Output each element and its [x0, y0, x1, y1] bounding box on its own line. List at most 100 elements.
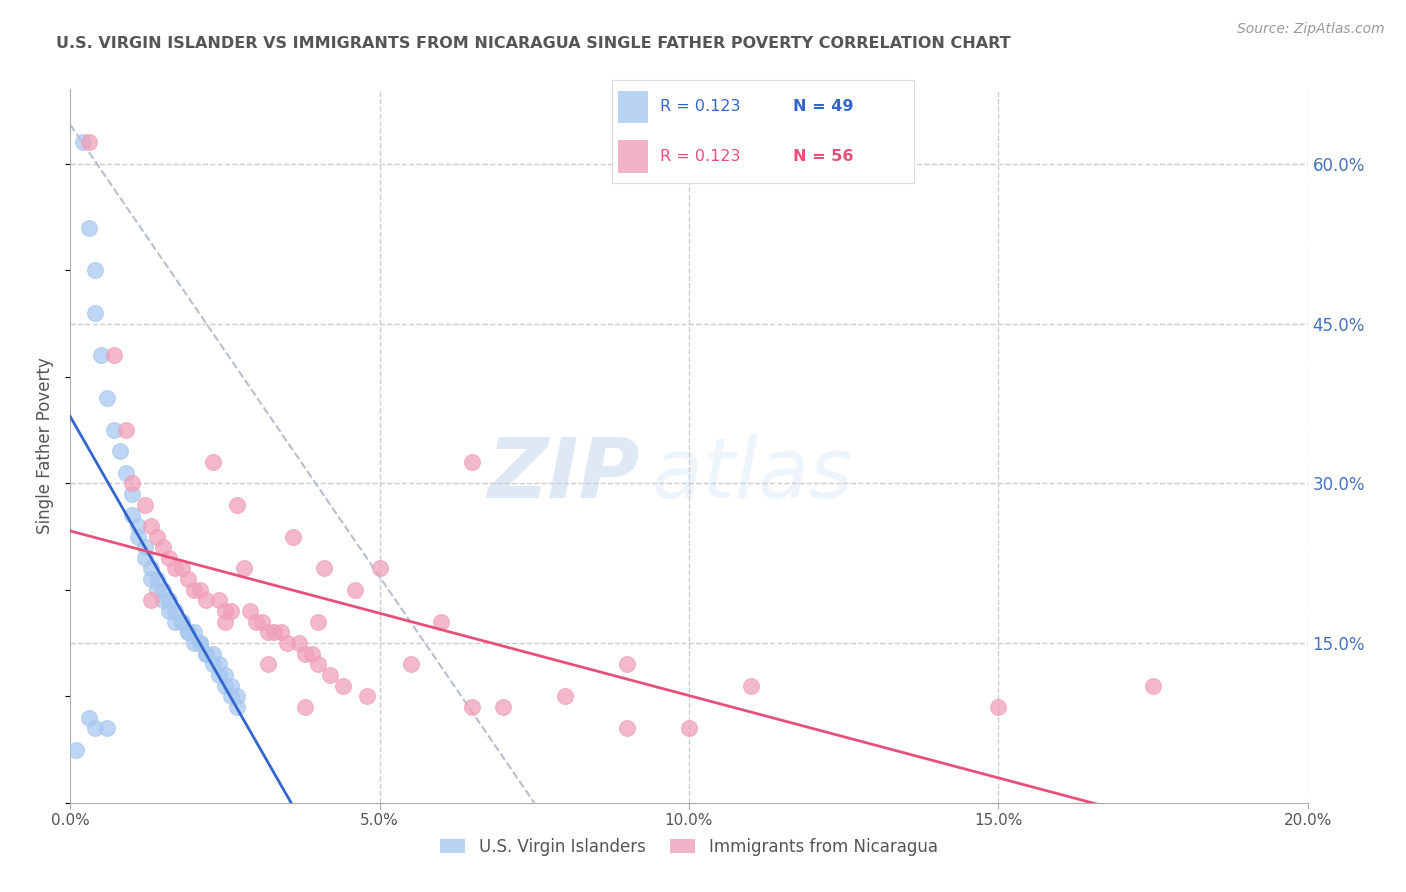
Point: [461, 700, 484, 714]
Point: [90, 349, 112, 363]
Text: ZIP: ZIP: [486, 434, 640, 515]
Point: [616, 657, 638, 672]
Text: R = 0.123: R = 0.123: [659, 149, 741, 164]
Text: R = 0.123: R = 0.123: [659, 99, 741, 114]
Point: [134, 550, 156, 565]
Point: [121, 487, 143, 501]
Point: [139, 593, 162, 607]
Text: atlas: atlas: [652, 434, 853, 515]
Point: [343, 582, 366, 597]
Point: [219, 690, 242, 704]
Point: [257, 625, 280, 640]
Point: [152, 540, 174, 554]
Point: [1142, 679, 1164, 693]
FancyBboxPatch shape: [617, 91, 648, 123]
Point: [183, 582, 205, 597]
Point: [170, 561, 193, 575]
Point: [987, 700, 1010, 714]
Point: [77, 220, 100, 235]
Point: [177, 625, 200, 640]
Point: [84, 721, 107, 735]
Point: [121, 508, 143, 523]
Point: [139, 572, 162, 586]
Point: [146, 572, 169, 586]
Point: [250, 615, 273, 629]
Point: [177, 572, 200, 586]
Point: [139, 519, 162, 533]
Point: [208, 657, 231, 672]
Point: [226, 690, 249, 704]
Point: [165, 604, 187, 618]
Point: [77, 710, 100, 724]
Text: U.S. VIRGIN ISLANDER VS IMMIGRANTS FROM NICARAGUA SINGLE FATHER POVERTY CORRELAT: U.S. VIRGIN ISLANDER VS IMMIGRANTS FROM …: [56, 36, 1011, 51]
Point: [214, 668, 236, 682]
Point: [301, 647, 323, 661]
Point: [554, 690, 576, 704]
Point: [195, 647, 218, 661]
Point: [127, 529, 149, 543]
Point: [183, 636, 205, 650]
Point: [616, 721, 638, 735]
Text: N = 56: N = 56: [793, 149, 853, 164]
Point: [288, 636, 311, 650]
Point: [165, 615, 187, 629]
Point: [281, 529, 304, 543]
Point: [276, 636, 298, 650]
Point: [152, 582, 174, 597]
Point: [263, 625, 285, 640]
Point: [201, 647, 224, 661]
Point: [183, 625, 205, 640]
Text: N = 49: N = 49: [793, 99, 853, 114]
Point: [270, 625, 292, 640]
Point: [208, 593, 231, 607]
Point: [461, 455, 484, 469]
Point: [332, 679, 354, 693]
Point: [307, 657, 329, 672]
Point: [208, 668, 231, 682]
Point: [232, 561, 254, 575]
Point: [214, 604, 236, 618]
Point: [195, 647, 218, 661]
FancyBboxPatch shape: [617, 140, 648, 173]
Point: [219, 604, 242, 618]
Point: [121, 476, 143, 491]
Point: [157, 593, 180, 607]
Point: [239, 604, 262, 618]
Point: [108, 444, 131, 458]
Point: [188, 636, 211, 650]
Point: [201, 455, 224, 469]
Point: [188, 636, 211, 650]
Point: [356, 690, 378, 704]
Point: [72, 136, 94, 150]
Point: [165, 561, 187, 575]
Legend: U.S. Virgin Islanders, Immigrants from Nicaragua: U.S. Virgin Islanders, Immigrants from N…: [433, 831, 945, 863]
Point: [152, 593, 174, 607]
Point: [96, 721, 118, 735]
Point: [214, 679, 236, 693]
Point: [319, 668, 342, 682]
Point: [226, 700, 249, 714]
Point: [368, 561, 391, 575]
Point: [294, 647, 316, 661]
Point: [103, 349, 125, 363]
Point: [219, 679, 242, 693]
Point: [201, 657, 224, 672]
Point: [492, 700, 515, 714]
Point: [740, 679, 762, 693]
Point: [157, 604, 180, 618]
Point: [195, 593, 218, 607]
Point: [312, 561, 335, 575]
Point: [65, 742, 87, 756]
Point: [430, 615, 453, 629]
Point: [177, 625, 200, 640]
Point: [103, 423, 125, 437]
Point: [84, 263, 107, 277]
Point: [226, 498, 249, 512]
Point: [127, 519, 149, 533]
Y-axis label: Single Father Poverty: Single Father Poverty: [37, 358, 55, 534]
Point: [146, 529, 169, 543]
Point: [678, 721, 700, 735]
Point: [84, 306, 107, 320]
Point: [134, 498, 156, 512]
Point: [188, 582, 211, 597]
